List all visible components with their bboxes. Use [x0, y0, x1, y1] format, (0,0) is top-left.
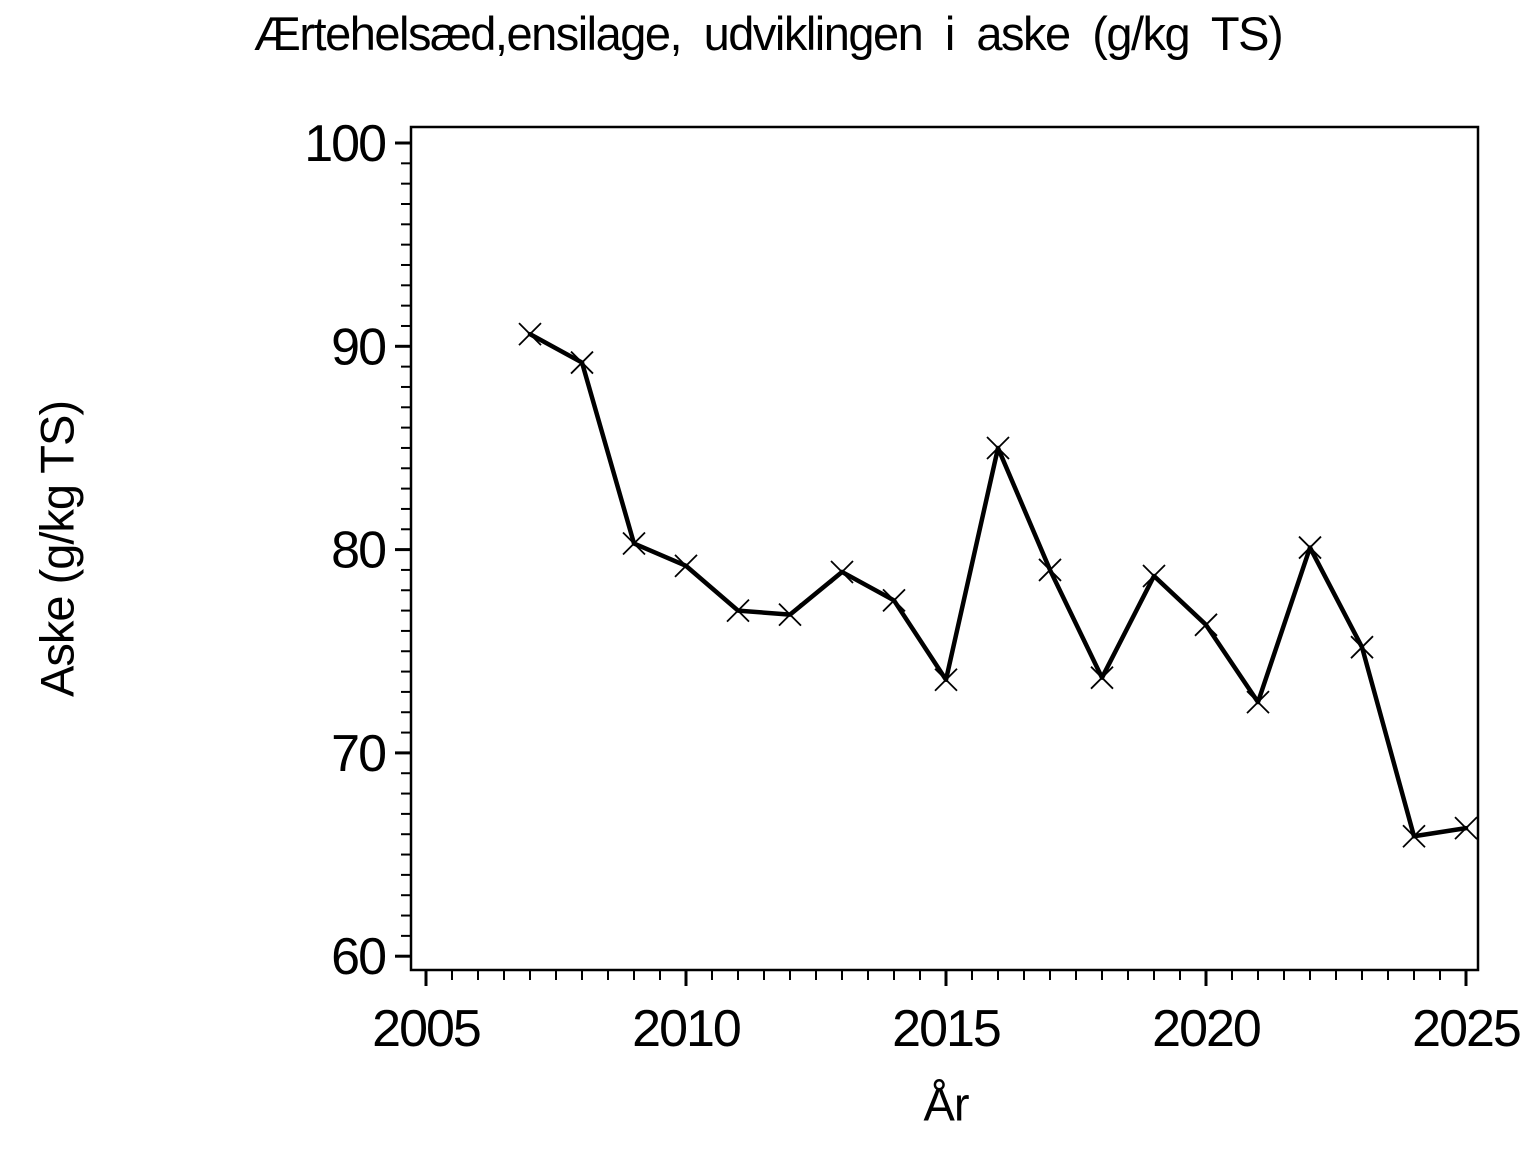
data-point-marker [1350, 635, 1374, 659]
y-tick-label: 80 [331, 522, 385, 580]
data-point-marker [1038, 558, 1062, 582]
plot-frame [409, 125, 1480, 972]
data-point-marker [830, 560, 854, 584]
data-point-marker [778, 603, 802, 627]
y-tick-label: 90 [331, 318, 385, 376]
data-point-marker [674, 554, 698, 578]
data-point-marker [570, 350, 594, 375]
data-point-marker [882, 588, 906, 613]
data-point-marker [726, 598, 750, 623]
data-point-marker [622, 531, 646, 556]
x-tick-label: 2020 [1152, 1000, 1260, 1058]
data-point-marker [934, 668, 958, 692]
data-point-marker [1246, 690, 1270, 714]
y-tick-label: 60 [331, 928, 385, 986]
y-tick-label: 70 [331, 725, 385, 783]
data-point-marker [1454, 816, 1478, 840]
data-point-marker [1298, 535, 1322, 560]
y-tick-label: 100 [304, 115, 385, 173]
x-tick-label: 2025 [1412, 1000, 1520, 1058]
x-tick-label: 2015 [892, 1000, 1000, 1058]
data-point-marker [1194, 613, 1218, 637]
x-axis-title: År [923, 1077, 970, 1131]
data-point-marker [518, 322, 542, 346]
chart-title: Ærtehelsæd,ensilage, udviklingen i aske … [253, 7, 1284, 60]
data-point-marker [1090, 666, 1114, 690]
x-tick-label: 2005 [372, 1000, 480, 1058]
data-point-marker [1402, 824, 1426, 848]
data-point-marker [986, 436, 1010, 460]
data-point-marker [1142, 564, 1166, 588]
x-tick-label: 2010 [632, 1000, 740, 1058]
